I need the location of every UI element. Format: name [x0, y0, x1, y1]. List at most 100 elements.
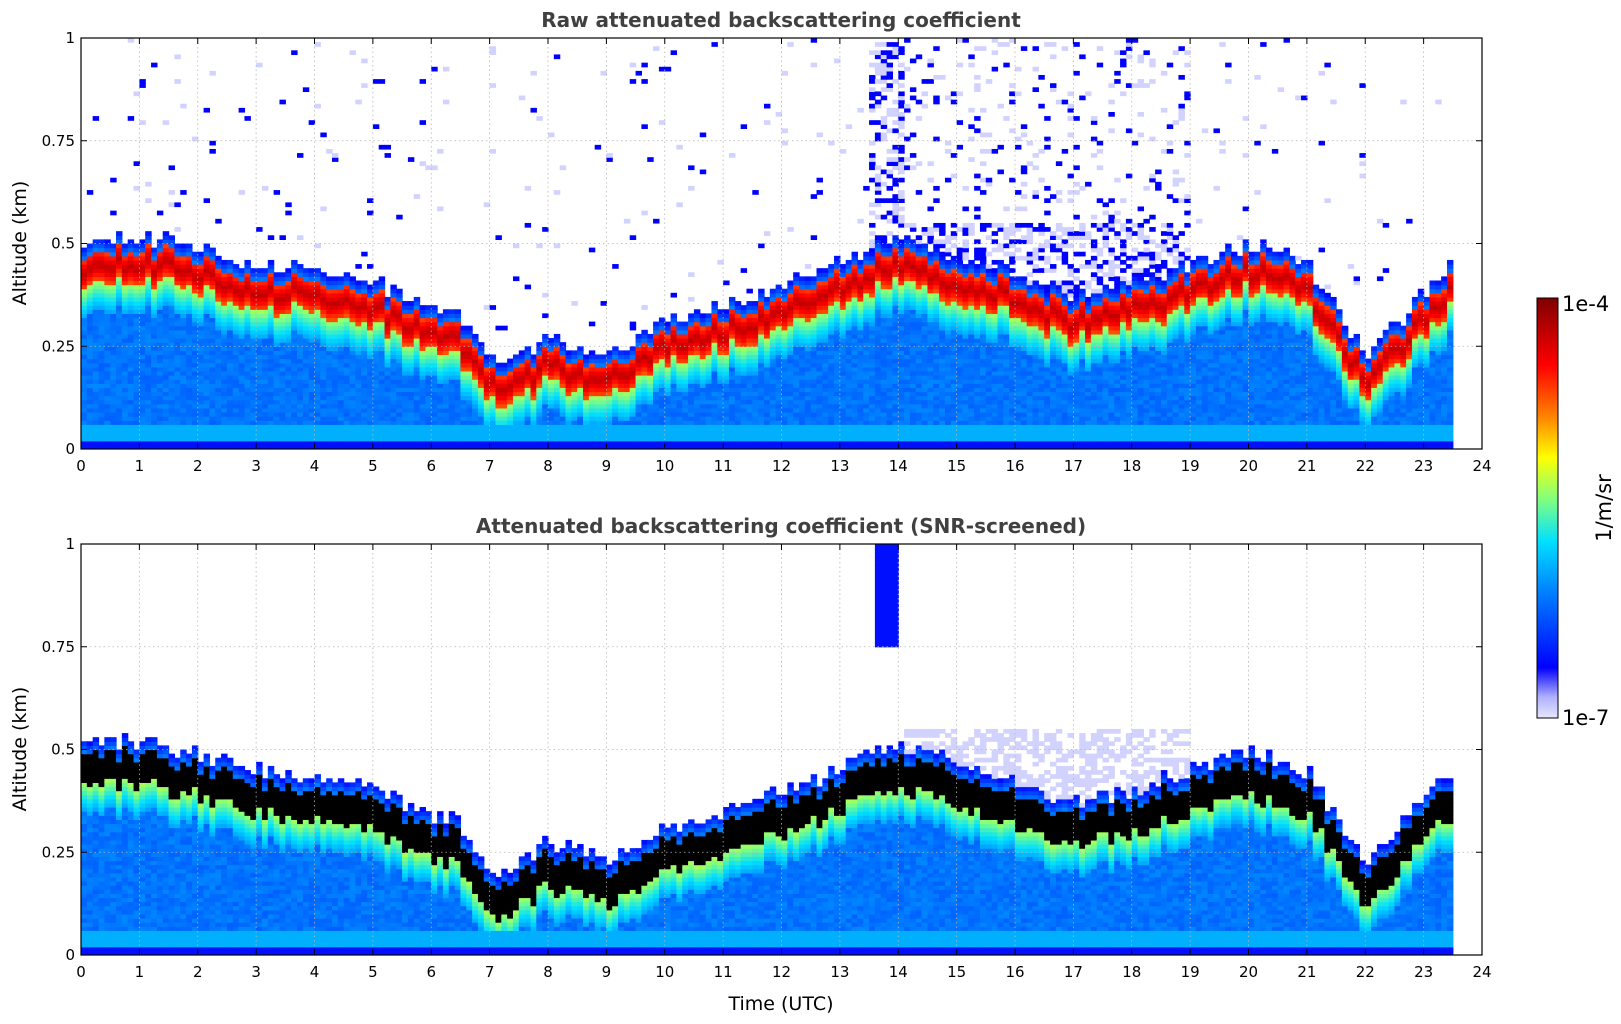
heatmap-cell — [92, 358, 100, 364]
heatmap-cell — [728, 321, 736, 327]
heatmap-cell — [425, 387, 432, 393]
heatmap-cell — [407, 321, 415, 327]
heatmap-cell — [285, 362, 292, 368]
heatmap-cell — [384, 325, 391, 331]
heatmap-cell — [250, 329, 257, 335]
heatmap-cell — [215, 424, 222, 430]
heatmap-cell — [466, 387, 473, 393]
heatmap-cell — [378, 325, 386, 331]
heatmap-cell — [267, 264, 275, 269]
heatmap-cell — [711, 412, 718, 417]
heatmap-cell — [390, 399, 397, 405]
heatmap-cell — [740, 358, 748, 364]
heatmap-cell — [285, 280, 292, 286]
heatmap-cell — [618, 407, 625, 413]
heatmap-cell — [787, 379, 794, 384]
heatmap-cell — [361, 366, 368, 372]
heatmap-cell — [688, 333, 695, 339]
heatmap-cell — [209, 247, 216, 253]
heatmap-cell — [104, 346, 111, 351]
heatmap-cell — [752, 387, 759, 393]
heatmap-cell — [215, 432, 222, 438]
heatmap-cell — [489, 362, 497, 368]
heatmap-cell — [168, 338, 175, 343]
heatmap-cell — [232, 264, 240, 269]
heatmap-cell — [653, 440, 660, 446]
heatmap-cell — [337, 313, 345, 319]
heatmap-cell — [810, 403, 818, 409]
heatmap-cell — [250, 305, 257, 310]
heatmap-cell — [145, 403, 152, 409]
heatmap-cell — [162, 358, 170, 364]
heatmap-cell — [472, 387, 479, 393]
heatmap-cell — [92, 395, 100, 401]
heatmap-cell — [384, 346, 391, 351]
heatmap-cell — [711, 379, 718, 384]
heatmap-cell — [723, 399, 730, 405]
heatmap-cell — [682, 436, 689, 442]
heatmap-cell — [110, 284, 117, 290]
heatmap-cell — [110, 350, 117, 356]
heatmap-cell — [238, 338, 246, 343]
heatmap-cell — [781, 338, 788, 343]
heatmap-cell — [752, 424, 759, 430]
heatmap-cell — [133, 264, 140, 269]
heatmap-cell — [110, 444, 117, 449]
heatmap-cell — [799, 325, 806, 331]
heatmap-cell — [168, 255, 175, 261]
heatmap-cell — [92, 436, 100, 442]
heatmap-cell — [314, 395, 321, 401]
heatmap-cell — [86, 346, 94, 351]
heatmap-cell — [664, 366, 672, 372]
heatmap-cell — [810, 346, 818, 351]
heatmap-cell — [355, 317, 362, 323]
heatmap-cell — [209, 424, 216, 430]
heatmap-cell — [664, 375, 672, 380]
heatmap-cell — [174, 366, 181, 372]
heatmap-cell — [384, 375, 391, 380]
heatmap-cell — [215, 391, 222, 397]
heatmap-cell — [442, 346, 450, 351]
heatmap-cell — [530, 354, 537, 360]
heatmap-cell — [314, 407, 321, 413]
heatmap-cell — [740, 309, 748, 314]
heatmap-cell — [238, 272, 246, 277]
heatmap-cell — [291, 350, 298, 356]
heatmap-cell — [372, 379, 380, 384]
heatmap-cell — [705, 379, 713, 384]
heatmap-cell — [717, 346, 724, 351]
heatmap-cell — [326, 329, 333, 335]
heatmap-cell — [583, 375, 590, 380]
heatmap-cell — [658, 333, 666, 339]
heatmap-cell — [746, 288, 753, 294]
heatmap-cell — [174, 350, 181, 356]
heatmap-cell — [250, 440, 257, 446]
heatmap-cell — [507, 391, 514, 397]
heatmap-cell — [256, 305, 263, 310]
heatmap-cell — [215, 358, 222, 364]
heatmap-cell — [186, 259, 193, 265]
heatmap-cell — [261, 395, 269, 401]
heatmap-cell — [647, 342, 654, 347]
heatmap-cell — [133, 333, 140, 339]
heatmap-cell — [261, 296, 269, 302]
heatmap-cell — [536, 403, 543, 409]
heatmap-cell — [296, 440, 304, 446]
heatmap-cell — [326, 383, 333, 388]
heatmap-cell — [641, 395, 648, 401]
heatmap-cell — [92, 239, 100, 245]
heatmap-cell — [355, 99, 362, 105]
heatmap-cell — [448, 370, 456, 376]
heatmap-cell — [431, 350, 438, 356]
heatmap-cell — [203, 342, 211, 347]
heatmap-cell — [343, 403, 351, 409]
heatmap-cell — [285, 292, 292, 298]
heatmap-cell — [460, 325, 467, 331]
heatmap-cell — [156, 395, 164, 401]
heatmap-cell — [203, 338, 211, 343]
heatmap-cell — [256, 288, 263, 294]
heatmap-cell — [221, 362, 228, 368]
heatmap-cell — [302, 366, 310, 372]
heatmap-cell — [804, 379, 812, 384]
heatmap-cell — [548, 424, 555, 430]
